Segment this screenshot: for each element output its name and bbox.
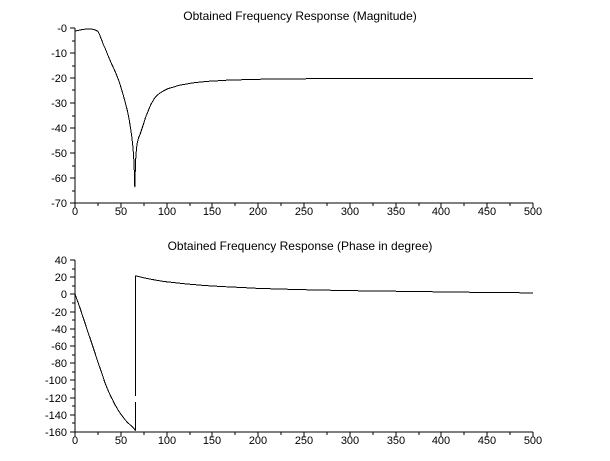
x-tick-label: 400	[432, 435, 450, 447]
x-tick-label: 350	[387, 206, 405, 218]
magnitude-db-curve	[74, 28, 533, 188]
x-tick-label: 350	[387, 435, 405, 447]
y-tick-label: -0	[57, 23, 67, 35]
x-tick-label: 150	[203, 435, 221, 447]
x-tick-label: 150	[203, 206, 221, 218]
y-tick-label: 0	[61, 289, 67, 301]
phase-plot: 0 50 100 150 200 250 300 350 400 450 50040200-20-4…	[45, 255, 542, 447]
y-tick-label: -20	[51, 73, 67, 85]
x-tick-label: 200	[249, 206, 267, 218]
phase-plot-title: Obtained Frequency Response (Phase in de…	[168, 239, 433, 253]
x-tick-label: 500	[524, 206, 542, 218]
x-tick-label: 200	[249, 435, 267, 447]
y-tick-label: -140	[45, 410, 67, 422]
y-tick-label: -20	[51, 307, 67, 319]
phase-deg-curve	[74, 275, 534, 431]
y-tick-label: -120	[45, 393, 67, 405]
x-tick-label: 100	[158, 206, 176, 218]
y-tick-label: -100	[45, 375, 67, 387]
x-tick-label: 250	[295, 435, 313, 447]
y-tick-label: -70	[51, 198, 67, 210]
x-tick-label: 0	[72, 435, 78, 447]
x-tick-label: 300	[341, 206, 359, 218]
y-tick-label: -80	[51, 358, 67, 370]
y-tick-label: 20	[55, 272, 67, 284]
y-tick-label: -60	[51, 341, 67, 353]
axis-lines	[74, 260, 533, 433]
x-tick-label: 50	[115, 206, 127, 218]
y-tick-label: -40	[51, 123, 67, 135]
x-tick-label: 300	[341, 435, 359, 447]
x-tick-label: 50	[115, 435, 127, 447]
magnitude-plot-title: Obtained Frequency Response (Magnitude)	[183, 9, 416, 23]
x-tick-label: 450	[478, 206, 496, 218]
y-tick-label: 40	[55, 255, 67, 267]
y-tick-label: -50	[51, 148, 67, 160]
y-tick-label: -40	[51, 324, 67, 336]
y-tick-label: -10	[51, 48, 67, 60]
x-tick-label: 100	[158, 435, 176, 447]
x-tick-label: 400	[432, 206, 450, 218]
axis-lines	[74, 28, 533, 204]
x-tick-label: 500	[524, 435, 542, 447]
x-tick-label: 0	[72, 206, 78, 218]
y-tick-label: -160	[45, 427, 67, 439]
y-tick-label: -30	[51, 98, 67, 110]
x-tick-label: 450	[478, 435, 496, 447]
magnitude-plot: 0 50 100 150 200 250 300 350 400 450 500 -0 -10 -20 -3…	[51, 23, 542, 218]
x-tick-label: 250	[295, 206, 313, 218]
y-tick-label: -60	[51, 173, 67, 185]
